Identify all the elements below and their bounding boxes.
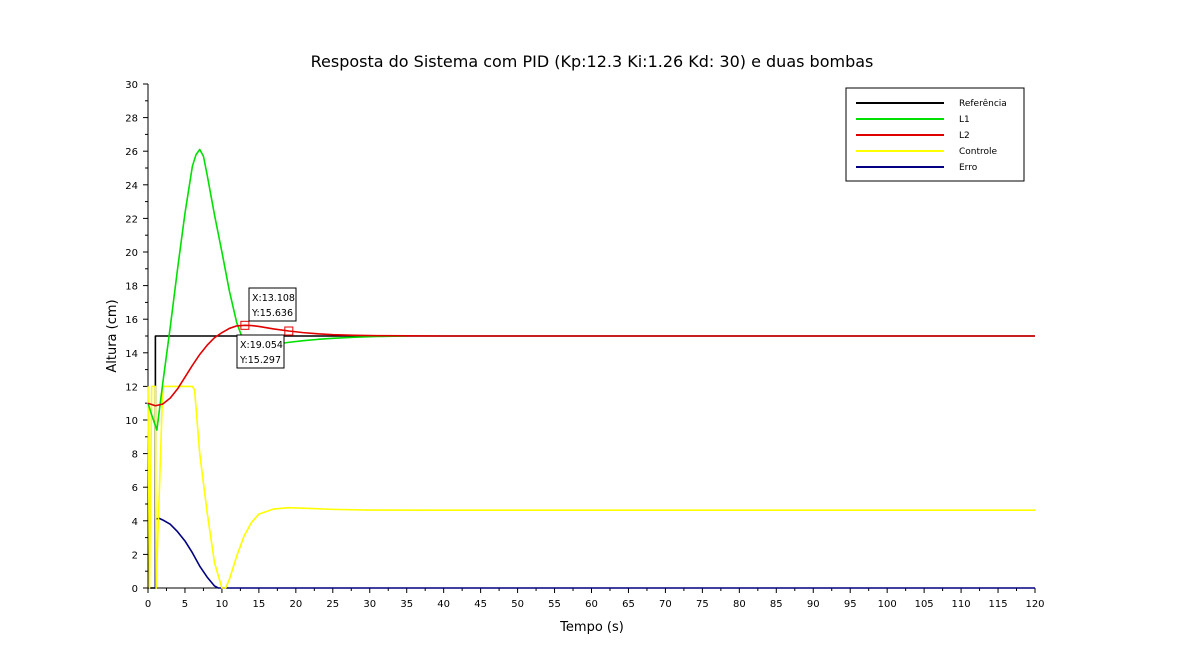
x-tick-label: 55 [548,599,561,610]
x-tick-label: 90 [807,599,820,610]
x-tick-label: 65 [622,599,635,610]
y-tick-label: 6 [132,483,138,494]
x-tick-label: 25 [326,599,339,610]
data-tip-marker [284,326,294,336]
legend: Referência L1 L2 Controle Erro [845,87,1025,182]
plot-area [147,148,1035,589]
x-tick-label: 10 [216,599,229,610]
y-tick-label: 28 [125,114,138,125]
y-tick-label: 8 [132,450,138,461]
y-tick-label: 4 [132,517,138,528]
legend-label-l1: L1 [959,115,970,125]
data-tips[interactable]: X:13.108 Y:15.636 X:19.054 Y:15.297 [236,287,297,369]
x-tick-label: 80 [733,599,746,610]
series-line-controle [147,385,1035,589]
y-tick-label: 18 [125,282,138,293]
x-axis-label: Tempo (s) [559,620,624,635]
y-tick-label: 16 [125,315,138,326]
legend-label-referência: Referência [959,98,1007,109]
x-tick-label: 85 [770,599,783,610]
x-tick-label: 70 [659,599,672,610]
x-tick-label: 75 [696,599,709,610]
legend-label-controle: Controle [959,147,998,157]
x-tick-label: 30 [363,599,376,610]
y-tick-label: 22 [125,214,138,225]
data-tip-marker [240,320,250,330]
x-tick-label: 95 [844,599,857,610]
y-tick-label: 30 [125,80,138,91]
x-tick-label: 15 [253,599,266,610]
x-tick-label: 105 [915,599,934,610]
x-tick-label: 110 [952,599,971,610]
series-line-erro [154,517,1035,589]
x-tick-label: 60 [585,599,598,610]
data-tip-box [236,334,285,369]
x-tick-label: 100 [878,599,897,610]
y-tick-label: 26 [125,147,138,158]
x-tick-label: 120 [1025,599,1044,610]
y-tick-label: 0 [132,584,138,595]
x-tick-label: 20 [289,599,302,610]
chart-title: Resposta do Sistema com PID (Kp:12.3 Ki:… [311,52,874,71]
y-tick-label: 12 [125,382,138,393]
data-tip-x: X:19.054 [240,340,283,351]
x-tick-label: 50 [511,599,524,610]
series-line-l1 [147,148,407,431]
x-tick-label: 35 [400,599,413,610]
data-tip-y: Y:15.636 [251,308,293,319]
x-tick-label: 5 [182,599,188,610]
x-tick-label: 115 [988,599,1007,610]
series-line-referência [148,335,1035,589]
x-tick-label: 40 [437,599,450,610]
axes: 0 5 10 15 20 25 30 35 40 45 50 55 60 65 70 75 80 85 90 95 10… [125,80,1044,610]
y-tick-label: 2 [132,550,138,561]
legend-label-l2: L2 [959,131,970,141]
y-tick-label: 24 [125,181,138,192]
data-tip-y: Y:15.297 [239,355,281,366]
data-tip-x: X:13.108 [252,293,295,304]
x-tick-label: 0 [145,599,151,610]
y-tick-label: 20 [125,248,138,259]
data-tip-box [248,287,297,322]
x-tick-label: 45 [474,599,487,610]
y-axis-label: Altura (cm) [105,299,120,372]
y-tick-label: 14 [125,349,138,360]
legend-label-erro: Erro [959,163,978,173]
y-tick-label: 10 [125,416,138,427]
